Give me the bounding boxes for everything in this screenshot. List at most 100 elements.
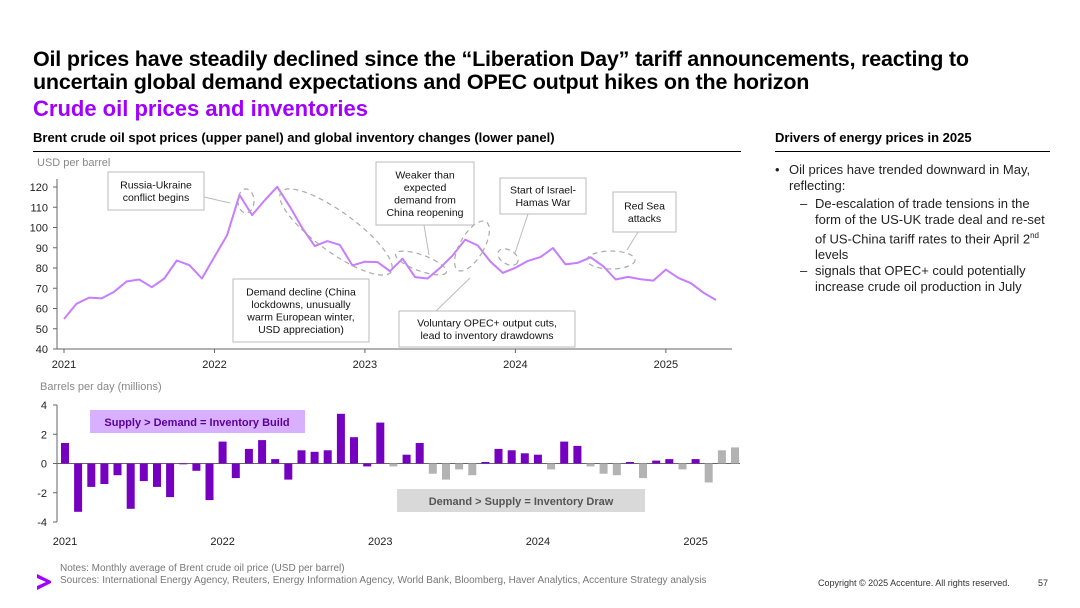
inventory-draw-label: Demand > Supply = Inventory Draw (429, 496, 614, 508)
upper-y-tick-label: 60 (36, 304, 48, 316)
annotation-text: conflict begins (123, 192, 190, 204)
inventory-bar (520, 453, 529, 464)
inventory-bar (494, 448, 503, 464)
annotation-box (107, 171, 205, 211)
inventory-bar (297, 450, 306, 464)
brent-price-line (63, 185, 717, 320)
upper-y-tick-label: 100 (30, 223, 48, 235)
inventory-bar (639, 463, 647, 479)
inventory-bar (717, 450, 726, 464)
inventory-bar (731, 447, 739, 464)
annotation-text: lead to inventory drawdowns (420, 330, 553, 342)
lower-x-tick-label: 2022 (210, 536, 234, 548)
inventory-bar (192, 463, 201, 471)
annotation-leader (435, 277, 471, 312)
annotation-box (375, 161, 475, 226)
inventory-bar (599, 463, 608, 474)
drivers-list: Oil prices have trended downward in May,… (775, 162, 1050, 295)
inventory-bar (612, 463, 621, 476)
lower-y-tick-label: -4 (37, 517, 47, 529)
inventory-bar (533, 454, 542, 464)
inventory-bar (481, 462, 490, 464)
inventory-bar (179, 463, 188, 465)
inventory-bar (691, 459, 700, 464)
driver-bullet: Oil prices have trended downward in May,… (775, 162, 1050, 194)
page-title: Oil prices have steadily declined since … (33, 47, 969, 94)
lower-unit-label: Barrels per day (millions) (40, 381, 162, 393)
inventory-bar (284, 463, 293, 480)
inventory-bar (350, 437, 358, 464)
inventory-bar (363, 463, 372, 467)
inventory-bar (507, 450, 516, 464)
inventory-bar (100, 463, 109, 484)
inventory-bar (205, 463, 214, 501)
inventory-bar (704, 463, 713, 483)
upper-y-tick-label: 40 (36, 344, 48, 356)
upper-y-tick-label: 120 (30, 182, 48, 194)
inventory-bar (271, 459, 280, 464)
inventory-bar (218, 441, 227, 464)
annotation-text: warm European winter, (246, 312, 354, 324)
upper-x-tick-label: 2023 (353, 359, 377, 371)
chart-section-heading: Brent crude oil spot prices (upper panel… (33, 130, 555, 145)
inventory-bar (166, 463, 175, 498)
inventory-build-label-box (90, 410, 305, 433)
chart-section-rule (33, 151, 741, 152)
inventory-bar (428, 463, 437, 474)
inventory-bar (336, 413, 345, 464)
inventory-build-label: Supply > Demand = Inventory Build (104, 417, 289, 429)
upper-y-tick-label: 80 (36, 263, 48, 275)
lower-x-tick-label: 2023 (368, 536, 392, 548)
inventory-bar (415, 443, 424, 464)
annotation-box (232, 278, 370, 343)
lower-y-tick-label: 0 (41, 459, 47, 471)
inventory-bar (547, 463, 556, 470)
highlight-demand-decline (279, 188, 393, 276)
inventory-bar (442, 463, 450, 480)
driver-subpoint-1: – De-escalation of trade tensions in the … (800, 196, 1045, 263)
annotation-leader (423, 224, 430, 256)
annotation-box (499, 177, 587, 215)
inventory-bar (310, 451, 319, 464)
inventory-bar (468, 463, 477, 476)
inventory-bar (573, 445, 582, 464)
annotation-text: USD appreciation) (258, 324, 344, 336)
upper-y-tick-label: 110 (30, 202, 48, 214)
lower-x-tick-label: 2021 (53, 536, 77, 548)
annotation-text: demand from (394, 195, 456, 207)
upper-y-tick-label: 90 (36, 243, 48, 255)
drivers-heading: Drivers of energy prices in 2025 (775, 130, 972, 145)
annotation-leader (626, 231, 639, 251)
upper-x-tick-label: 2024 (503, 359, 527, 371)
highlight-israel-hamas (497, 248, 519, 266)
inventory-bar (113, 463, 122, 476)
inventory-bar (153, 463, 161, 487)
lower-x-tick-label: 2024 (526, 536, 550, 548)
inventory-bar (74, 463, 83, 512)
notes-text: Notes: Monthly average of Brent crude oi… (60, 563, 345, 574)
inventory-bar (258, 440, 267, 464)
accenture-logo-icon (37, 574, 51, 590)
inventory-bar (376, 422, 385, 464)
highlight-russia-ukraine (237, 188, 255, 214)
annotation-text: Russia-Ukraine (120, 180, 192, 192)
drivers-rule (775, 151, 1050, 152)
page-number: 57 (1038, 578, 1049, 588)
upper-y-tick-label: 50 (36, 324, 48, 336)
footer-notes: Notes: Monthly average of Brent crude oi… (60, 563, 706, 587)
annotation-text: Start of Israel- (510, 185, 576, 197)
inventory-bar (586, 463, 595, 467)
highlight-china-reopening (394, 250, 448, 276)
annotation-box (612, 191, 677, 233)
annotation-text: lockdowns, unusually (251, 299, 351, 311)
lower-y-tick-label: 2 (41, 429, 47, 441)
lower-y-tick-label: 4 (41, 400, 47, 412)
upper-x-tick-label: 2022 (202, 359, 226, 371)
upper-x-tick-label: 2021 (52, 359, 76, 371)
inventory-bar (231, 463, 240, 479)
inventory-draw-label-box (397, 489, 645, 512)
highlight-red-sea (586, 250, 636, 270)
inventory-bar (455, 463, 464, 470)
inventory-bar (402, 454, 411, 464)
